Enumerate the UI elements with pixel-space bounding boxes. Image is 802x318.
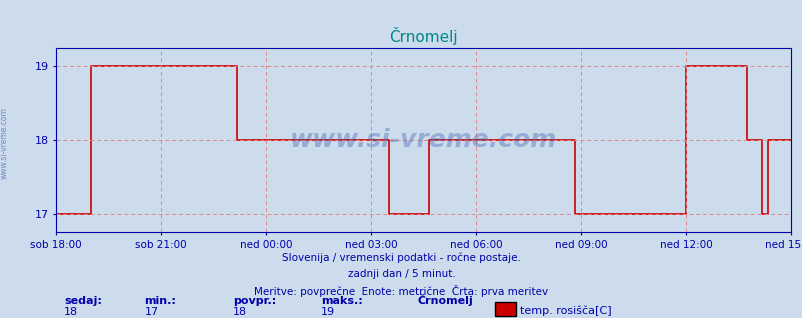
Text: 18: 18 — [64, 307, 79, 317]
Text: Meritve: povprečne  Enote: metrične  Črta: prva meritev: Meritve: povprečne Enote: metrične Črta:… — [254, 285, 548, 297]
Text: maks.:: maks.: — [321, 296, 363, 306]
Text: Črnomelj: Črnomelj — [417, 294, 472, 306]
Text: min.:: min.: — [144, 296, 176, 306]
Text: temp. rosišča[C]: temp. rosišča[C] — [520, 306, 611, 316]
Text: povpr.:: povpr.: — [233, 296, 276, 306]
Text: www.si-vreme.com: www.si-vreme.com — [290, 128, 557, 152]
Text: 19: 19 — [321, 307, 335, 317]
Text: 17: 17 — [144, 307, 159, 317]
Text: zadnji dan / 5 minut.: zadnji dan / 5 minut. — [347, 269, 455, 279]
Text: Slovenija / vremenski podatki - ročne postaje.: Slovenija / vremenski podatki - ročne po… — [282, 253, 520, 263]
Text: sedaj:: sedaj: — [64, 296, 102, 306]
Text: www.si-vreme.com: www.si-vreme.com — [0, 107, 9, 179]
Text: 18: 18 — [233, 307, 247, 317]
Title: Črnomelj: Črnomelj — [389, 27, 457, 45]
